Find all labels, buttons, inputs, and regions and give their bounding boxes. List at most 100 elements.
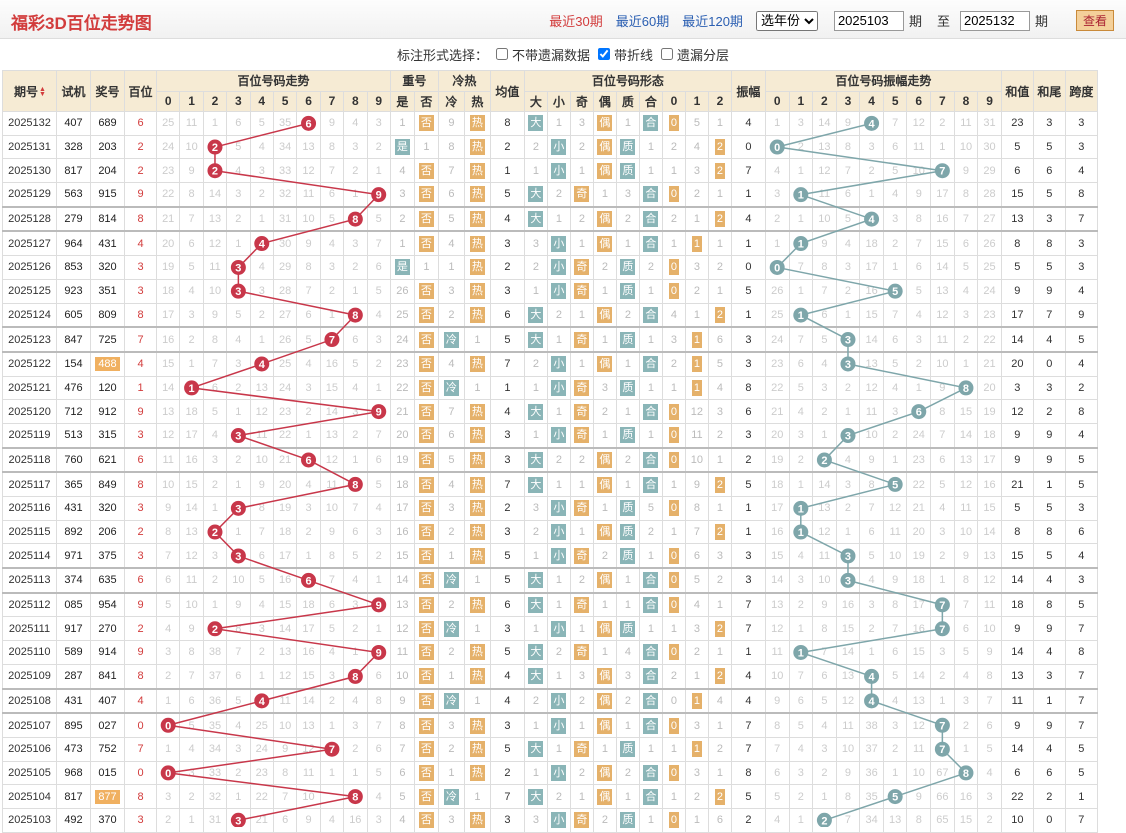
year-select[interactable]: 选年份 bbox=[755, 10, 818, 31]
hot-cell: 热 bbox=[463, 640, 491, 665]
big-badge: 大 bbox=[528, 115, 544, 132]
repeat-no: 否 bbox=[413, 663, 439, 690]
draw-number-value: 915 bbox=[98, 188, 117, 201]
draw-number-value: 877 bbox=[95, 789, 120, 804]
col-amp-digit: 3 bbox=[835, 90, 861, 112]
trend-cell: 6 bbox=[249, 543, 274, 569]
amplitude-cell: 2 bbox=[730, 446, 766, 473]
sum-tail-cell: 9 bbox=[1032, 712, 1066, 738]
hundreds-digit: 3 bbox=[124, 422, 157, 449]
view-button[interactable]: 查看 bbox=[1075, 10, 1114, 31]
trend-cell: 1 bbox=[343, 446, 368, 473]
trend-cell: 9 bbox=[179, 158, 204, 184]
draw-number: 841 bbox=[90, 663, 125, 690]
repeat-yes: 20 bbox=[389, 422, 415, 449]
even-cell: 偶 bbox=[592, 712, 617, 738]
composite-badge: 合 bbox=[643, 764, 659, 781]
amp-trend-cell: 10 bbox=[835, 736, 861, 762]
trend-cell: 2 bbox=[319, 278, 345, 304]
even-cell: 偶 bbox=[592, 302, 617, 328]
trend-cell: 11 bbox=[296, 760, 321, 786]
option-no-miss[interactable]: 不带遗漏数据 bbox=[495, 45, 590, 64]
trend-cell: 4 bbox=[343, 687, 368, 714]
small-badge: 小 bbox=[551, 547, 567, 564]
amp-trend-cell: 13 bbox=[764, 591, 790, 618]
issue-number: 2025120 bbox=[2, 399, 57, 424]
odd-cell: 奇 bbox=[569, 496, 594, 521]
link-recent-30[interactable]: 最近30期 bbox=[549, 14, 603, 29]
trend-cell: 15 bbox=[272, 591, 298, 618]
table-row: 2025132 407 689 6 25 11 1 6 5 35 9 4 3 1 否 9 热 8 大 1 3 偶 1 合 0 5 1… bbox=[2, 111, 1098, 136]
col-pattern: 质 bbox=[615, 90, 640, 112]
trend-cell: 12 bbox=[272, 663, 298, 690]
sum-cell: 23 bbox=[1000, 111, 1034, 136]
span-cell: 3 bbox=[1064, 134, 1098, 160]
to-period-input[interactable] bbox=[959, 10, 1030, 31]
col-trend-group: 百位号码走势 bbox=[156, 70, 391, 92]
repeat-no-badge: 否 bbox=[418, 741, 434, 758]
cold-cell: 6 bbox=[437, 182, 465, 208]
option-polyline[interactable]: 带折线 bbox=[598, 45, 653, 64]
hundreds-digit: 2 bbox=[124, 158, 157, 184]
hundreds-digit: 8 bbox=[124, 205, 157, 232]
hot-badge: 热 bbox=[469, 764, 485, 781]
repeat-no-badge: 否 bbox=[418, 186, 434, 203]
repeat-yes: 15 bbox=[389, 543, 415, 569]
trend-cell: 2 bbox=[343, 158, 368, 184]
odd-badge: 奇 bbox=[574, 500, 590, 517]
amp-trend-cell: 8 bbox=[953, 567, 979, 594]
average-cell: 5 bbox=[489, 640, 525, 665]
repeat-no: 否 bbox=[413, 736, 439, 762]
mod3-cell: 0 bbox=[661, 760, 686, 786]
amp-trend-cell bbox=[812, 807, 837, 833]
sort-icon[interactable]: ▲▼ bbox=[39, 86, 46, 99]
big-cell: 3 bbox=[523, 230, 548, 257]
sum-cell: 5 bbox=[1000, 255, 1034, 280]
table-row: 2025109 287 841 8 2 7 37 6 1 12 15 3 6 10 否 1 热 4 大 1 3 偶 3 合 2 1… bbox=[2, 663, 1098, 690]
trend-cell bbox=[226, 543, 251, 569]
repeat-no: 否 bbox=[413, 446, 439, 473]
option-miss-layer[interactable]: 遗漏分层 bbox=[661, 45, 729, 64]
link-recent-120[interactable]: 最近120期 bbox=[682, 14, 743, 29]
option-no-miss-checkbox[interactable] bbox=[495, 48, 508, 60]
test-number: 968 bbox=[56, 760, 91, 786]
amp-trend-cell: 8 bbox=[859, 471, 884, 498]
amp-trend-cell: 5 bbox=[953, 640, 979, 665]
amp-trend-cell: 6 bbox=[953, 616, 979, 642]
mod3-cell: 5 bbox=[684, 111, 709, 136]
trend-cell: 8 bbox=[202, 326, 228, 353]
sum-tail-cell: 7 bbox=[1032, 302, 1066, 328]
trend-cell: 2 bbox=[249, 640, 274, 665]
repeat-no: 否 bbox=[413, 784, 439, 809]
option-polyline-checkbox[interactable] bbox=[598, 48, 610, 60]
small-badge: 小 bbox=[551, 139, 567, 156]
big-cell: 2 bbox=[523, 350, 548, 377]
option-miss-layer-checkbox[interactable] bbox=[661, 48, 674, 60]
test-number: 476 bbox=[56, 375, 91, 401]
mod3-cell: 6 bbox=[707, 807, 732, 833]
small-cell: 2 bbox=[546, 446, 571, 473]
link-recent-60[interactable]: 最近60期 bbox=[615, 14, 670, 29]
mod3-cell: 6 bbox=[684, 543, 709, 569]
odd-cell: 奇 bbox=[569, 375, 594, 401]
composite-cell: 合 bbox=[638, 784, 663, 809]
amp-trend-cell: 5 bbox=[859, 543, 884, 569]
average-cell: 6 bbox=[489, 591, 525, 618]
sum-cell: 13 bbox=[1000, 663, 1034, 690]
mod3-cell: 1 bbox=[707, 496, 732, 521]
average-cell: 4 bbox=[489, 687, 525, 714]
from-period-input[interactable] bbox=[833, 10, 904, 31]
amp-trend-cell: 4 bbox=[812, 350, 837, 377]
even-cell: 偶 bbox=[592, 471, 617, 498]
period-label-2: 期 bbox=[1034, 14, 1048, 29]
repeat-yes: 3 bbox=[389, 182, 415, 208]
table-row: 2025121 476 120 1 14 6 2 13 24 3 15 4 1 22 否冷 1 1 1 小奇 3 质 1 1… bbox=[2, 375, 1098, 401]
hundreds-digit: 9 bbox=[124, 399, 157, 424]
trend-cell bbox=[202, 616, 228, 642]
amp-trend-cell: 1 bbox=[882, 760, 908, 786]
big-cell: 1 bbox=[523, 375, 548, 401]
issue-number: 2025124 bbox=[2, 302, 57, 328]
amp-trend-cell: 4 bbox=[859, 567, 884, 594]
even-cell: 1 bbox=[592, 496, 617, 521]
trend-cell: 11 bbox=[202, 255, 228, 280]
